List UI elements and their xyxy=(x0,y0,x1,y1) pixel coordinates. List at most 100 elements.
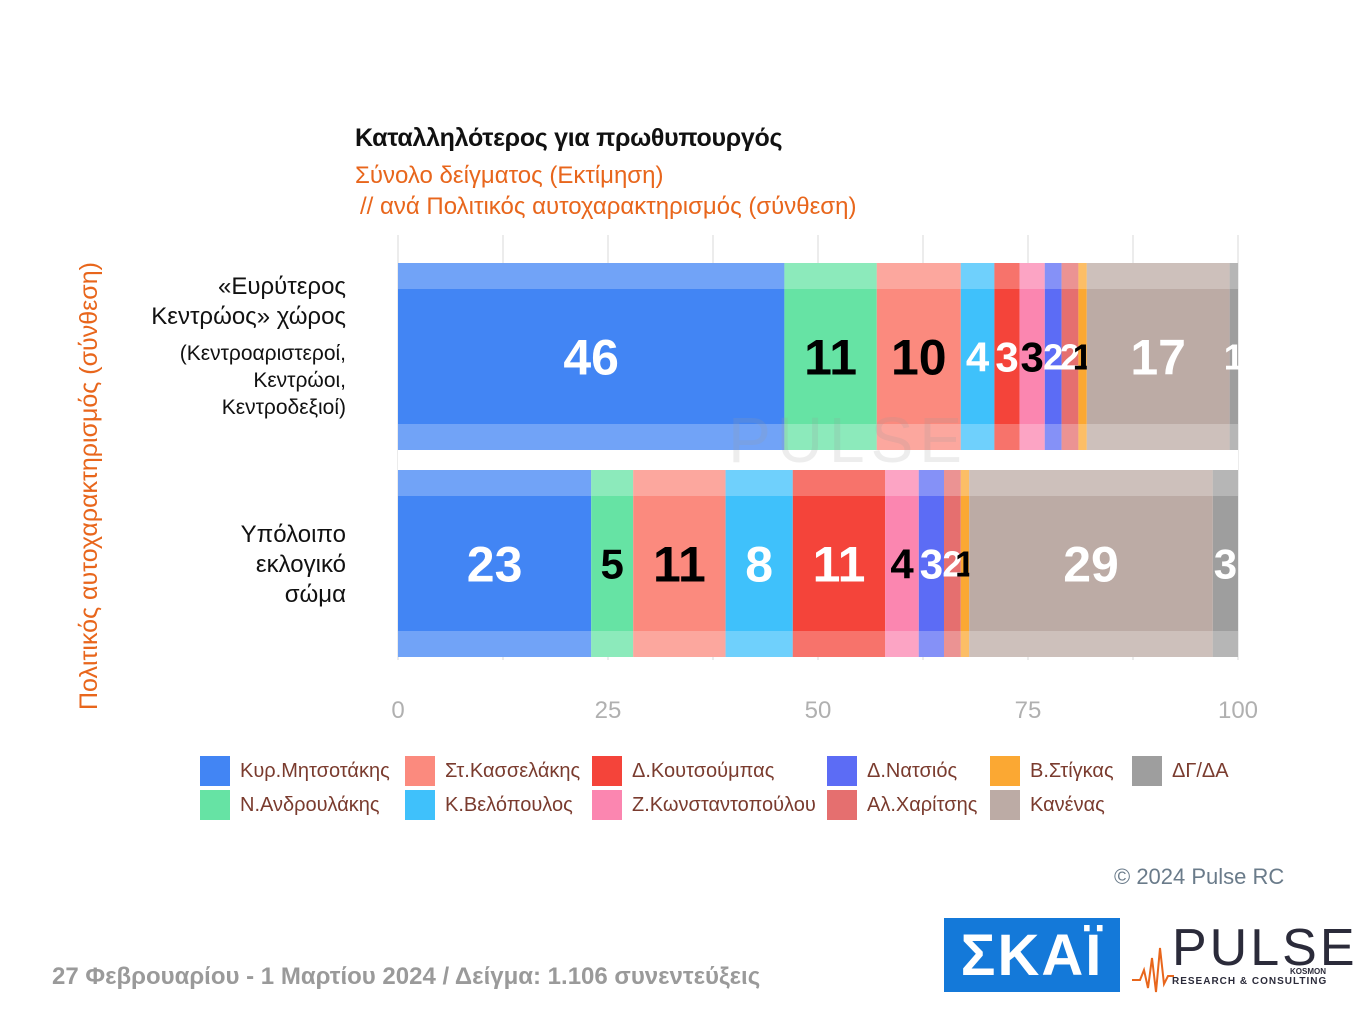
bar-band-bottom xyxy=(725,631,793,657)
bar-band-bottom xyxy=(918,631,944,657)
legend-item: Κυρ.Μητσοτάκης xyxy=(200,755,390,787)
legend-swatch xyxy=(990,790,1020,820)
bar-segment xyxy=(1212,470,1238,657)
bar-value-label: 4 xyxy=(966,334,990,381)
legend-item: Κανένας xyxy=(990,789,1105,821)
bar-value-label: 10 xyxy=(891,330,947,386)
legend-label: Ν.Ανδρουλάκης xyxy=(240,793,380,816)
legend-item: ΔΓ/ΔΑ xyxy=(1132,755,1229,787)
legend-label: Δ.Κουτσούμπας xyxy=(632,759,775,782)
bar-band-bottom xyxy=(944,631,961,657)
bar-band-top xyxy=(1044,263,1062,289)
bar-band-top xyxy=(944,470,961,496)
legend-label: ΔΓ/ΔΑ xyxy=(1172,759,1229,782)
bar-value-label: 2 xyxy=(942,543,962,584)
x-tick-label: 25 xyxy=(595,697,622,724)
legend-item: Ζ.Κωνσταντοπούλου xyxy=(592,789,816,821)
bar-value-label: 11 xyxy=(804,330,857,386)
bar-band-top xyxy=(885,470,919,496)
bar-value-label: 3 xyxy=(1214,541,1237,588)
legend-label: Δ.Νατσιός xyxy=(867,759,958,782)
row-label-rest-line2: εκλογικό xyxy=(255,551,346,578)
row-label-centre: «Ευρύτερος Κεντρώος» χώρος (Κεντροαριστε… xyxy=(151,272,346,421)
chart-legend: Κυρ.Μητσοτάκης Στ.Κασσελάκης Δ.Κουτσούμπας… xyxy=(200,755,1300,825)
legend-swatch xyxy=(405,790,435,820)
bar-band-bottom xyxy=(792,631,886,657)
row-label-centre-sub3: Κεντροδεξιοί) xyxy=(221,396,346,419)
bar-band-bottom xyxy=(960,631,970,657)
bar-value-label: 11 xyxy=(653,537,706,593)
bar-band-top xyxy=(633,470,726,496)
bar-band-bottom xyxy=(960,424,995,450)
copyright-text: © 2024 Pulse RC xyxy=(1114,864,1285,889)
row-label-centre-sub1: (Κεντροαριστεροί, xyxy=(179,342,346,365)
bar-value-label: 11 xyxy=(813,537,866,593)
row-label-centre-line2: Κεντρώος» χώρος xyxy=(151,303,346,330)
legend-item: Β.Στίγκας xyxy=(990,755,1114,787)
pulse-logo-tagline: RESEARCH & CONSULTING xyxy=(1172,976,1328,987)
legend-label: Κυρ.Μητσοτάκης xyxy=(240,759,390,782)
bar-segment xyxy=(1019,263,1045,450)
pulse-logo-kosmon: KOSMON xyxy=(1290,967,1326,976)
bar-value-label: 2 xyxy=(1043,336,1063,377)
bar-band-bottom xyxy=(994,424,1020,450)
bar-band-bottom xyxy=(876,424,961,450)
bar-band-bottom xyxy=(969,631,1213,657)
pulse-logo: PULSE KOSMON RESEARCH & CONSULTING xyxy=(1130,918,1355,998)
bar-band-bottom xyxy=(784,424,877,450)
bar-segment xyxy=(1086,263,1230,450)
x-tick-label: 0 xyxy=(391,697,404,724)
bar-band-top xyxy=(1078,263,1087,289)
x-tick-label: 50 xyxy=(805,697,832,724)
bar-segment xyxy=(633,470,726,657)
bar-band-top xyxy=(969,470,1213,496)
bar-segment xyxy=(960,470,970,657)
bar-segment xyxy=(1229,263,1238,450)
bar-segment xyxy=(398,263,785,450)
x-tick-label: 100 xyxy=(1218,697,1258,724)
bar-band-top xyxy=(1019,263,1045,289)
bar-segment xyxy=(792,470,886,657)
bar-band-bottom xyxy=(633,631,726,657)
legend-swatch xyxy=(405,756,435,786)
legend-swatch xyxy=(592,756,622,786)
bar-segment xyxy=(784,263,877,450)
bar-band-bottom xyxy=(1086,424,1230,450)
bar-band-top xyxy=(1061,263,1079,289)
bar-value-label: 3 xyxy=(920,541,943,588)
bar-segment xyxy=(398,470,592,657)
row-label-rest-line1: Υπόλοιπο xyxy=(240,521,346,548)
bar-band-top xyxy=(398,263,785,289)
bar-segment xyxy=(994,263,1020,450)
x-tick-label: 75 xyxy=(1015,697,1042,724)
chart-title: Καταλληλότερος για πρωθυπουργός xyxy=(355,124,783,152)
bar-segment xyxy=(1044,263,1062,450)
pulse-watermark: PULSE xyxy=(728,404,968,476)
legend-swatch xyxy=(827,756,857,786)
row-gap xyxy=(398,450,1238,470)
bar-band-bottom xyxy=(591,631,634,657)
bar-band-bottom xyxy=(1044,424,1062,450)
bar-band-top xyxy=(398,470,592,496)
bar-value-label: 3 xyxy=(995,334,1018,381)
bar-band-bottom xyxy=(398,424,785,450)
bar-band-top xyxy=(792,470,886,496)
row-label-centre-line1: «Ευρύτερος xyxy=(217,273,346,300)
legend-label: Αλ.Χαρίτσης xyxy=(867,793,978,816)
bar-band-top xyxy=(1212,470,1238,496)
bar-band-top xyxy=(784,263,877,289)
bar-segment xyxy=(944,470,961,657)
legend-item: Αλ.Χαρίτσης xyxy=(827,789,977,821)
bar-value-label: 29 xyxy=(1063,537,1119,593)
legend-label: Β.Στίγκας xyxy=(1030,759,1114,782)
bar-segment xyxy=(969,470,1213,657)
pulse-logo-word: PULSE xyxy=(1172,919,1358,977)
bar-value-label: 8 xyxy=(745,537,773,593)
bar-value-label: 2 xyxy=(1060,336,1080,377)
bar-segment xyxy=(1061,263,1079,450)
bar-segment xyxy=(876,263,961,450)
skai-logo: ΣΚΑΪ xyxy=(944,918,1120,992)
bar-band-bottom xyxy=(1229,424,1238,450)
chart-subtitle-breakdown: // ανά Πολιτικός αυτοχαρακτηρισμός (σύνθ… xyxy=(360,193,857,220)
